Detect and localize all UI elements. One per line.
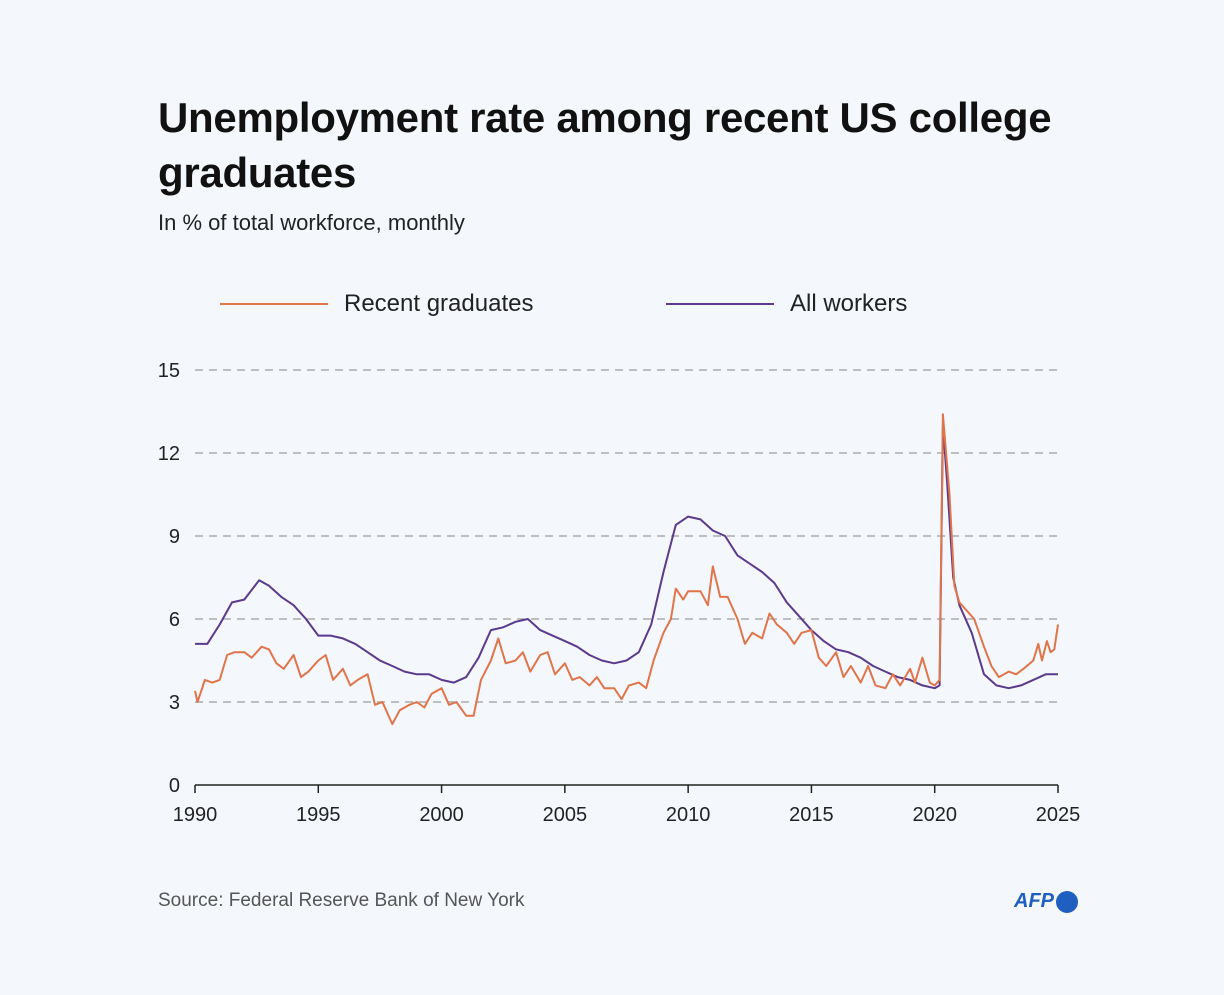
- y-tick-label: 6: [169, 609, 180, 631]
- x-tick-label: 2005: [543, 804, 588, 826]
- legend: Recent graduates All workers: [0, 290, 1224, 324]
- legend-label: Recent graduates: [344, 290, 534, 317]
- x-tick-label: 1990: [173, 804, 218, 826]
- x-tick-label: 1995: [296, 804, 341, 826]
- y-tick-label: 12: [158, 443, 180, 465]
- source-note: Source: Federal Reserve Bank of New York: [158, 890, 525, 911]
- chart-title: Unemployment rate among recent US colleg…: [158, 94, 1052, 196]
- y-tick-label: 9: [169, 526, 180, 548]
- x-tick-label: 2020: [912, 804, 957, 826]
- legend-swatch: [220, 303, 328, 305]
- afp-logo: AFP: [1014, 890, 1078, 913]
- legend-item-recent-graduates: Recent graduates: [220, 290, 533, 318]
- series-line-all-workers: [195, 424, 1058, 690]
- y-tick-label: 0: [169, 775, 180, 797]
- y-tick-label: 15: [158, 360, 180, 382]
- series-line-recent-graduates: [194, 413, 1059, 726]
- x-tick-label: 2010: [666, 804, 711, 826]
- y-tick-label: 3: [169, 692, 180, 714]
- legend-swatch: [666, 303, 774, 305]
- chart-subtitle: In % of total workforce, monthly: [158, 210, 465, 235]
- x-tick-label: 2025: [1036, 804, 1081, 826]
- legend-label: All workers: [790, 290, 908, 317]
- x-tick-label: 2000: [419, 804, 464, 826]
- legend-item-all-workers: All workers: [666, 290, 907, 318]
- x-tick-label: 2015: [789, 804, 834, 826]
